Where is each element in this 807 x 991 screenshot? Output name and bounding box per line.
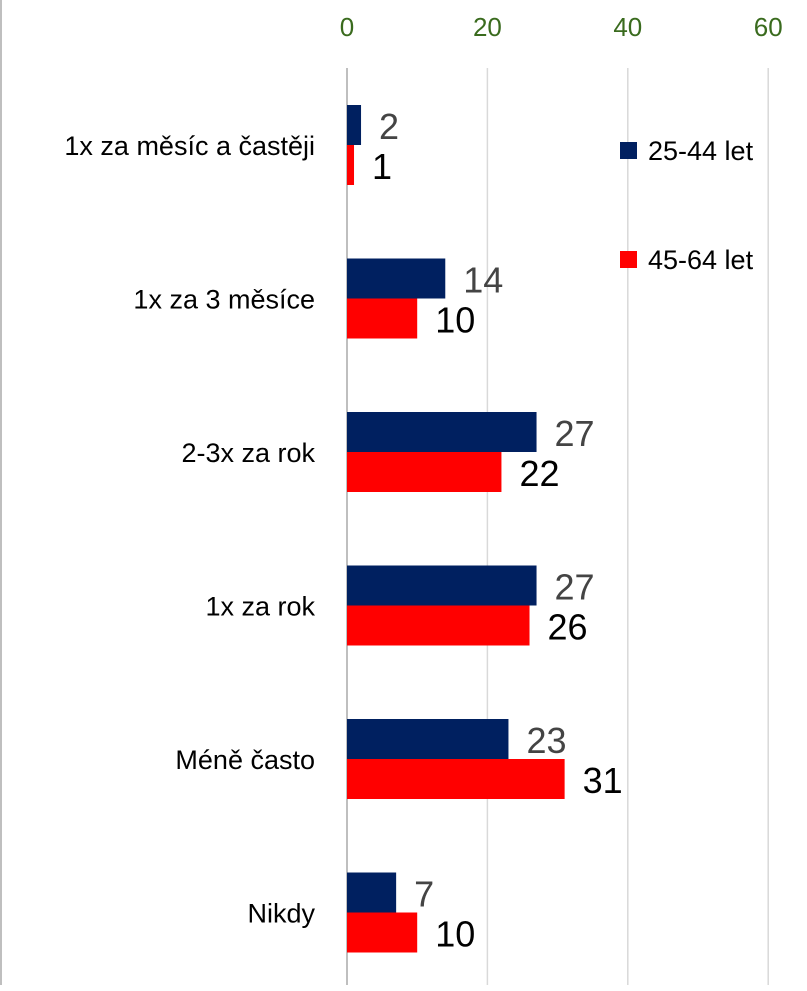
x-tick-label: 60 <box>754 12 783 42</box>
x-tick-label: 0 <box>340 12 354 42</box>
bar-25-44 <box>347 412 537 452</box>
category-label: 1x za rok <box>205 592 315 622</box>
legend-swatch <box>620 142 637 159</box>
data-label: 7 <box>414 874 434 915</box>
data-label: 1 <box>372 146 392 187</box>
x-tick-label: 20 <box>473 12 502 42</box>
bars <box>347 105 565 953</box>
legend-label: 45-64 let <box>648 245 754 275</box>
bar-45-64 <box>347 605 530 646</box>
bar-25-44 <box>347 258 446 299</box>
bar-45-64 <box>347 145 355 185</box>
data-label: 27 <box>555 567 595 608</box>
bar-45-64 <box>347 912 418 953</box>
data-label: 27 <box>555 413 595 454</box>
legend-label: 25-44 let <box>648 136 754 166</box>
category-label: Nikdy <box>247 899 315 929</box>
data-label: 14 <box>463 260 503 301</box>
bar-45-64 <box>347 452 502 492</box>
data-label: 2 <box>379 106 399 147</box>
category-labels: 1x za měsíc a častěji 1x za 3 měsíce 2-3x … <box>64 131 315 929</box>
category-label: 1x za 3 měsíce <box>133 285 315 315</box>
data-label: 26 <box>548 607 588 648</box>
bar-45-64 <box>347 298 418 339</box>
bar-25-44 <box>347 719 509 759</box>
gridlines <box>0 0 769 985</box>
bar-25-44 <box>347 105 362 145</box>
data-label: 10 <box>435 300 475 341</box>
legend-swatch <box>620 251 637 268</box>
bar-25-44 <box>347 565 537 606</box>
category-label: 1x za měsíc a častěji <box>64 131 315 161</box>
legend: 25-44 let 45-64 let <box>620 136 754 275</box>
data-label: 10 <box>435 914 475 955</box>
data-label: 31 <box>583 760 623 801</box>
bar-25-44 <box>347 872 397 913</box>
x-axis-ticks: 0 20 40 60 <box>340 12 783 42</box>
x-tick-label: 40 <box>613 12 642 42</box>
data-label: 23 <box>526 720 566 761</box>
bar-45-64 <box>347 759 565 799</box>
category-label: 2-3x za rok <box>181 438 315 468</box>
data-label: 22 <box>519 453 559 494</box>
category-label: Méně často <box>175 745 315 775</box>
